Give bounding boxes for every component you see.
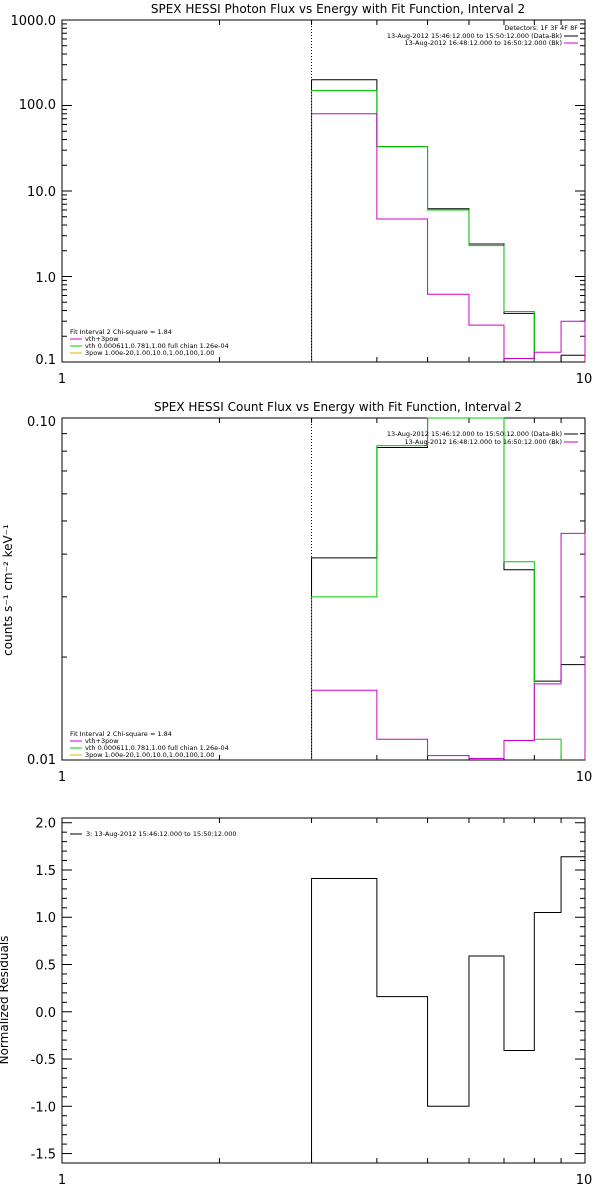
panel3-axis-ticks [61,818,586,1163]
panel2-fit-legend-3: 3pow 1.00e-20,1.00,10.0,1.00,100,1.00 [85,751,214,759]
y-tick-label: 1.0 [35,911,56,926]
series-line-1 [311,856,585,1163]
panel1-legend-data: 13-Aug-2012 15:46:12.000 to 15:50:12.000… [387,32,562,40]
panel2-series [311,417,586,760]
panel2-fit-legend-2: vth 0.000611,0.781,1.00 full chian 1.26e… [85,744,229,752]
count-flux-panel: SPEX HESSI Count Flux vs Energy with Fit… [1,400,592,785]
panel3-y-tick-labels: -1.5 -1.0 -0.5 0.0 0.5 1.0 1.5 2.0 [31,817,56,1163]
panel3-y-label: Normalized Residuals [0,936,11,1065]
panel1-fit-legend-1: vth+3pow [85,335,119,343]
y-tick-label: 2.0 [35,817,56,832]
panel2-fit-legend-1: vth+3pow [85,737,119,745]
panel2-y-tick-0.01: 0.01 [27,753,56,768]
y-tick-label: -0.5 [31,1053,56,1068]
panel1-x-tick-10: 10 [576,372,593,387]
panel1-axis-ticks [61,19,586,363]
panel2-frame [61,417,586,761]
panel2-y-tick-0.10: 0.10 [27,415,56,430]
panel2-fit-interval-text: Fit Interval 2 Chi-square = 1.84 [70,730,172,738]
panel1-y-tick-100: 100.0 [19,98,56,113]
series-line-1 [311,79,586,362]
panel3-x-tick-10: 10 [576,1173,593,1188]
panel2-axis-ticks [61,417,586,761]
panel2-title: SPEX HESSI Count Flux vs Energy with Fit… [154,400,522,414]
panel3-x-tick-1: 1 [58,1173,66,1188]
panel2-x-tick-10: 10 [576,770,593,785]
y-tick-label: -1.0 [31,1100,56,1115]
panel1-y-tick-1: 1.0 [35,271,56,286]
panel2-legend-data: 13-Aug-2012 15:46:12.000 to 15:50:12.000… [387,430,562,438]
panel1-y-tick-10: 10.0 [27,185,56,200]
photon-flux-panel: SPEX HESSI Photon Flux vs Energy with Fi… [11,2,593,387]
panel1-series [311,79,586,362]
panel2-legend-bk: 13-Aug-2012 16:48:12.000 to 16:50:12.000… [405,438,562,446]
panel3-series [311,856,585,1163]
series-line-3 [311,113,586,362]
residuals-panel: 10 1 -1.5 -1.0 -0.5 0.0 0.5 1.0 1.5 2.0 Normali… [0,817,592,1188]
y-tick-label: 0.0 [35,1006,56,1021]
panel1-fit-legend: Fit Interval 2 Chi-square = 1.84 vth+3po… [70,328,229,357]
panel1-x-tick-1: 1 [58,372,66,387]
panel1-fit-legend-2: vth 0.000611,0.781,1.00 full chian 1.26e… [85,342,229,350]
panel1-detectors-text: Detectors: 1F 3F 4F 8F [504,24,578,32]
panel2-header-legend: 13-Aug-2012 15:46:12.000 to 15:50:12.000… [387,430,578,446]
panel1-legend-bk: 13-Aug-2012 16:48:12.000 to 16:50:12.000… [405,39,562,47]
panel3-frame [61,817,586,1164]
panel2-y-label: counts s⁻¹ cm⁻² keV⁻¹ [1,524,15,656]
panel1-y-tick-0.1: 0.1 [35,353,56,368]
y-tick-label: -1.5 [31,1148,56,1163]
panel2-x-tick-1: 1 [58,770,66,785]
y-tick-label: 1.5 [35,864,56,879]
y-tick-label: 0.5 [35,959,56,974]
series-line-2 [311,417,562,760]
panel1-title: SPEX HESSI Photon Flux vs Energy with Fi… [151,2,525,16]
panel1-y-tick-1000: 1000.0 [11,14,57,29]
series-line-1 [311,417,586,760]
series-line-2 [311,89,535,362]
panel1-frame [61,19,586,363]
panel1-fit-interval-text: Fit Interval 2 Chi-square = 1.84 [70,328,172,336]
panel3-legend-text: 3: 13-Aug-2012 15:46:12.000 to 15:50:12.… [86,830,237,838]
panel1-fit-legend-3: 3pow 1.00e-20,1.00,10.0,1.00,100,1.00 [85,349,214,357]
series-line-3 [311,532,586,760]
panel1-header-legend: Detectors: 1F 3F 4F 8F 13-Aug-2012 15:46… [387,24,578,47]
panel2-fit-legend: Fit Interval 2 Chi-square = 1.84 vth+3po… [70,730,229,759]
